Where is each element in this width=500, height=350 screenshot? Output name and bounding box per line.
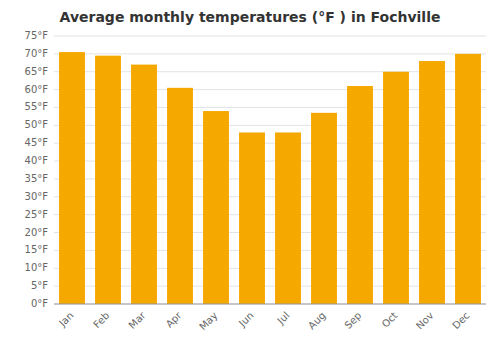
- bar: [311, 113, 337, 304]
- bar: [347, 86, 373, 304]
- y-tick-label: 20°F: [25, 227, 49, 238]
- bar: [275, 132, 301, 304]
- y-tick-label: 40°F: [25, 155, 49, 166]
- x-tick-label: Apr: [164, 309, 185, 330]
- x-tick-labels: Jan Feb Mar Apr May Jun Jul Aug Sep Oct Nov Dec: [56, 309, 471, 332]
- y-tick-label: 70°F: [25, 48, 49, 59]
- y-tick-label: 60°F: [25, 84, 49, 95]
- y-tick-label: 0°F: [31, 298, 48, 309]
- bar: [95, 56, 121, 304]
- y-tick-label: 65°F: [25, 66, 49, 77]
- x-tick-label: Jun: [236, 310, 256, 330]
- y-tick-label: 15°F: [25, 244, 49, 255]
- y-tick-labels: 0°F 5°F 10°F 15°F 20°F 25°F 30°F 35°F 40°F 45°F 50…: [25, 30, 49, 309]
- x-tick-label: Oct: [380, 310, 400, 330]
- y-grid: [54, 36, 486, 304]
- x-tick-label: Jul: [275, 310, 292, 327]
- y-tick-label: 25°F: [25, 209, 49, 220]
- grid-line: [54, 304, 486, 305]
- bar: [383, 72, 409, 304]
- chart-container: Average monthly temperatures (°F ) in Fo…: [0, 0, 500, 350]
- bar: [59, 52, 85, 304]
- bar: [167, 88, 193, 304]
- x-tick-label: Feb: [91, 310, 111, 330]
- x-tick-label: Mar: [126, 309, 148, 331]
- y-tick-label: 55°F: [25, 101, 49, 112]
- x-tick-label: Aug: [306, 310, 328, 332]
- bars: [59, 52, 481, 304]
- bar: [203, 111, 229, 304]
- bar: [131, 65, 157, 304]
- bar: [455, 54, 481, 304]
- bar: [239, 132, 265, 304]
- x-tick-label: Sep: [342, 310, 363, 331]
- y-tick-label: 50°F: [25, 119, 49, 130]
- x-tick-label: Jan: [56, 310, 75, 329]
- y-tick-label: 10°F: [25, 262, 49, 273]
- y-tick-label: 30°F: [25, 191, 49, 202]
- y-tick-label: 5°F: [31, 280, 48, 291]
- chart: Average monthly temperatures (°F ) in Fo…: [0, 0, 500, 350]
- x-tick-label: May: [197, 310, 219, 332]
- y-tick-label: 75°F: [25, 30, 49, 41]
- grid-line: [54, 53, 486, 54]
- x-axis-line: [54, 304, 486, 305]
- y-tick-label: 35°F: [25, 173, 49, 184]
- x-tick-label: Nov: [414, 310, 436, 332]
- title: Average monthly temperatures (°F ) in Fo…: [60, 9, 441, 25]
- grid-line: [54, 36, 486, 37]
- x-tick-label: Dec: [450, 310, 471, 331]
- y-tick-label: 45°F: [25, 137, 49, 148]
- bar: [419, 61, 445, 304]
